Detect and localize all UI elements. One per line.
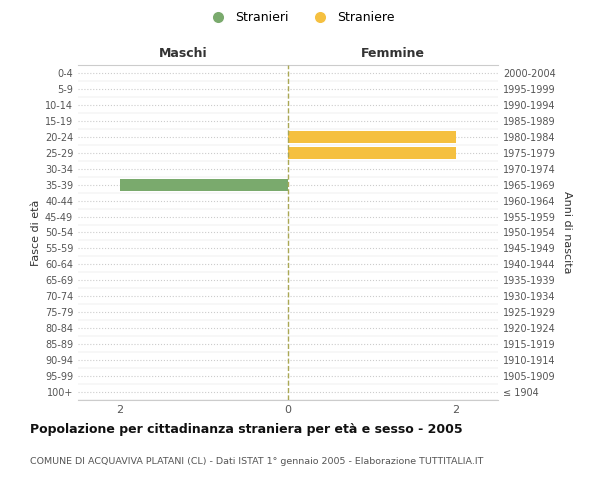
Text: Popolazione per cittadinanza straniera per età e sesso - 2005: Popolazione per cittadinanza straniera p…: [30, 422, 463, 436]
Text: Femmine: Femmine: [361, 47, 425, 60]
Legend: Stranieri, Straniere: Stranieri, Straniere: [200, 6, 400, 29]
Y-axis label: Anni di nascita: Anni di nascita: [562, 191, 572, 274]
Text: COMUNE DI ACQUAVIVA PLATANI (CL) - Dati ISTAT 1° gennaio 2005 - Elaborazione TUT: COMUNE DI ACQUAVIVA PLATANI (CL) - Dati …: [30, 458, 484, 466]
Text: Maschi: Maschi: [158, 47, 208, 60]
Bar: [288, 131, 456, 143]
Bar: [288, 147, 456, 158]
Bar: [120, 178, 288, 190]
Y-axis label: Fasce di età: Fasce di età: [31, 200, 41, 266]
